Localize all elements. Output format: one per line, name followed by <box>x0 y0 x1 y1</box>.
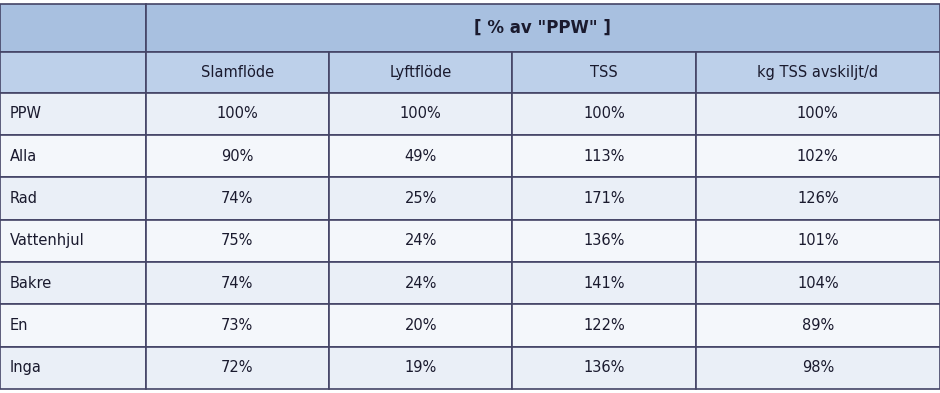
Bar <box>146 4 940 52</box>
Text: 136%: 136% <box>583 360 625 375</box>
Bar <box>696 135 940 177</box>
Text: En: En <box>9 318 28 333</box>
Text: 90%: 90% <box>221 149 254 163</box>
Text: 73%: 73% <box>221 318 254 333</box>
Text: 136%: 136% <box>583 233 625 248</box>
Bar <box>512 52 696 92</box>
Bar <box>329 220 512 262</box>
Bar <box>0 304 146 347</box>
Bar <box>0 347 146 389</box>
Text: 20%: 20% <box>404 318 437 333</box>
Bar <box>0 177 146 220</box>
Text: 75%: 75% <box>221 233 254 248</box>
Text: 102%: 102% <box>797 149 838 163</box>
Text: 74%: 74% <box>221 275 254 291</box>
Bar <box>146 262 329 304</box>
Text: 122%: 122% <box>583 318 625 333</box>
Bar <box>696 52 940 92</box>
Text: Rad: Rad <box>9 191 38 206</box>
Text: 100%: 100% <box>583 106 625 121</box>
Text: Bakre: Bakre <box>9 275 52 291</box>
Text: Lyftflöde: Lyftflöde <box>389 65 452 80</box>
Text: 101%: 101% <box>797 233 838 248</box>
Text: Alla: Alla <box>9 149 37 163</box>
Text: 100%: 100% <box>216 106 258 121</box>
Bar <box>146 135 329 177</box>
Bar <box>146 220 329 262</box>
Text: 19%: 19% <box>404 360 437 375</box>
Text: 24%: 24% <box>404 275 437 291</box>
Text: 98%: 98% <box>802 360 834 375</box>
Bar <box>696 220 940 262</box>
Bar <box>512 92 696 135</box>
Bar <box>512 220 696 262</box>
Bar <box>696 347 940 389</box>
Text: PPW: PPW <box>9 106 41 121</box>
Text: 104%: 104% <box>797 275 838 291</box>
Text: 24%: 24% <box>404 233 437 248</box>
Bar <box>329 177 512 220</box>
Bar <box>696 304 940 347</box>
Bar <box>512 262 696 304</box>
Text: [ % av "PPW" ]: [ % av "PPW" ] <box>475 19 611 37</box>
Text: Slamflöde: Slamflöde <box>201 65 274 80</box>
Bar <box>696 177 940 220</box>
Text: 126%: 126% <box>797 191 838 206</box>
Bar <box>0 52 146 92</box>
Bar <box>0 92 146 135</box>
Text: 100%: 100% <box>797 106 838 121</box>
Text: TSS: TSS <box>590 65 618 80</box>
Bar <box>146 347 329 389</box>
Bar <box>0 262 146 304</box>
Bar <box>146 304 329 347</box>
Bar <box>512 177 696 220</box>
Bar <box>0 135 146 177</box>
Bar <box>0 220 146 262</box>
Text: 100%: 100% <box>400 106 442 121</box>
Text: 141%: 141% <box>583 275 625 291</box>
Text: kg TSS avskiljt/d: kg TSS avskiljt/d <box>758 65 878 80</box>
Bar <box>329 347 512 389</box>
Bar <box>512 304 696 347</box>
Bar <box>512 347 696 389</box>
Bar <box>146 52 329 92</box>
Text: 113%: 113% <box>583 149 625 163</box>
Text: 25%: 25% <box>404 191 437 206</box>
Bar <box>696 262 940 304</box>
Text: Inga: Inga <box>9 360 41 375</box>
Bar <box>696 92 940 135</box>
Bar <box>146 92 329 135</box>
Text: 171%: 171% <box>583 191 625 206</box>
Bar <box>512 135 696 177</box>
Bar <box>329 304 512 347</box>
Text: 72%: 72% <box>221 360 254 375</box>
Bar <box>329 52 512 92</box>
Bar <box>146 177 329 220</box>
Bar <box>329 262 512 304</box>
Text: Vattenhjul: Vattenhjul <box>9 233 85 248</box>
Text: 49%: 49% <box>404 149 437 163</box>
Text: 89%: 89% <box>802 318 834 333</box>
Bar <box>329 135 512 177</box>
Bar <box>329 92 512 135</box>
Text: 74%: 74% <box>221 191 254 206</box>
Bar <box>0 4 146 52</box>
